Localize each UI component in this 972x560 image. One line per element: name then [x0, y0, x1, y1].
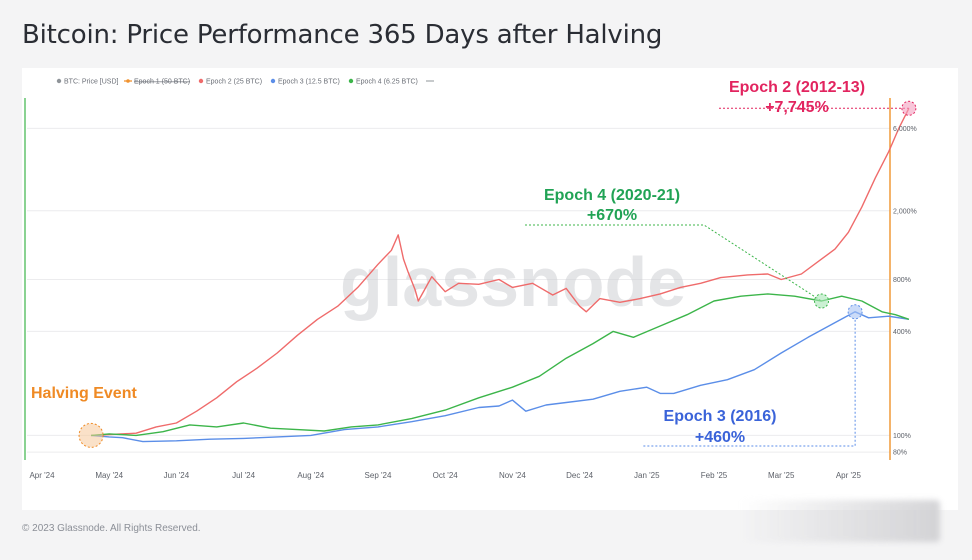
- legend-item-label: BTC: Price [USD]: [64, 79, 119, 86]
- legend-item-label: Epoch 2 (25 BTC): [206, 79, 262, 86]
- epoch2-label-pct: +7,745%: [765, 99, 829, 116]
- legend-item-label: Epoch 1 (50 BTC): [134, 79, 190, 86]
- x-tick-label: Mar '25: [768, 471, 795, 480]
- legend-marker[interactable]: [348, 78, 354, 84]
- halving-marker: [78, 422, 104, 448]
- legend-item-label: Epoch 4 (6.25 BTC): [356, 79, 418, 86]
- epoch4-label-name: Epoch 4 (2020-21): [544, 187, 680, 204]
- y-tick-label: 6,000%: [893, 126, 917, 133]
- epoch3-marker: [847, 304, 863, 320]
- footer-copyright: © 2023 Glassnode. All Rights Reserved.: [22, 523, 201, 534]
- epoch3-leader-line: [642, 319, 856, 447]
- x-tick-label: Aug '24: [297, 471, 324, 480]
- x-tick-label: Jan '25: [634, 471, 660, 480]
- epoch4-leader-line: [525, 224, 822, 302]
- chart-panel: glassnode BTC: Price [USD] Epoch 1 (50 BTC…: [22, 68, 958, 510]
- y-tick-label: 100%: [893, 433, 911, 440]
- x-tick-label: Nov '24: [499, 471, 526, 480]
- y-tick-label: 400%: [893, 329, 911, 336]
- epoch4-label-pct: +670%: [587, 207, 637, 224]
- legend-marker[interactable]: [56, 78, 62, 84]
- y-tick-label: 80%: [893, 450, 907, 457]
- x-tick-label: Sep '24: [365, 471, 392, 480]
- epoch3-label-pct: +460%: [695, 429, 745, 446]
- x-tick-label: Jun '24: [164, 471, 190, 480]
- legend-marker[interactable]: [270, 78, 276, 84]
- x-tick-label: Dec '24: [566, 471, 593, 480]
- x-tick-label: Apr '24: [29, 471, 55, 480]
- chart-svg: glassnode BTC: Price [USD] Epoch 1 (50 BTC…: [24, 78, 917, 480]
- y-tick-label: 2,000%: [893, 208, 917, 215]
- blurred-watermark: [740, 500, 940, 542]
- series-line-2: [91, 107, 910, 437]
- y-tick-label: 800%: [893, 277, 911, 284]
- legend-marker[interactable]: [198, 78, 204, 84]
- x-tick-label: Jul '24: [232, 471, 255, 480]
- x-tick-label: May '24: [95, 471, 123, 480]
- watermark-text: glassnode: [340, 243, 686, 321]
- page-title: Bitcoin: Price Performance 365 Days afte…: [22, 20, 663, 50]
- x-tick-label: Oct '24: [433, 471, 459, 480]
- series-line-4: [91, 293, 910, 437]
- halving-label: Halving Event: [31, 385, 137, 402]
- epoch2-end-marker: [901, 100, 917, 116]
- x-tick-label: Feb '25: [701, 471, 728, 480]
- x-tick-label: Apr '25: [836, 471, 862, 480]
- series-line-3: [91, 311, 910, 443]
- epoch3-label-name: Epoch 3 (2016): [664, 408, 777, 425]
- epoch2-label-name: Epoch 2 (2012-13): [729, 79, 865, 96]
- legend-marker[interactable]: [126, 79, 130, 83]
- legend-item-label: Epoch 3 (12.5 BTC): [278, 79, 340, 86]
- epoch4-marker: [814, 293, 830, 309]
